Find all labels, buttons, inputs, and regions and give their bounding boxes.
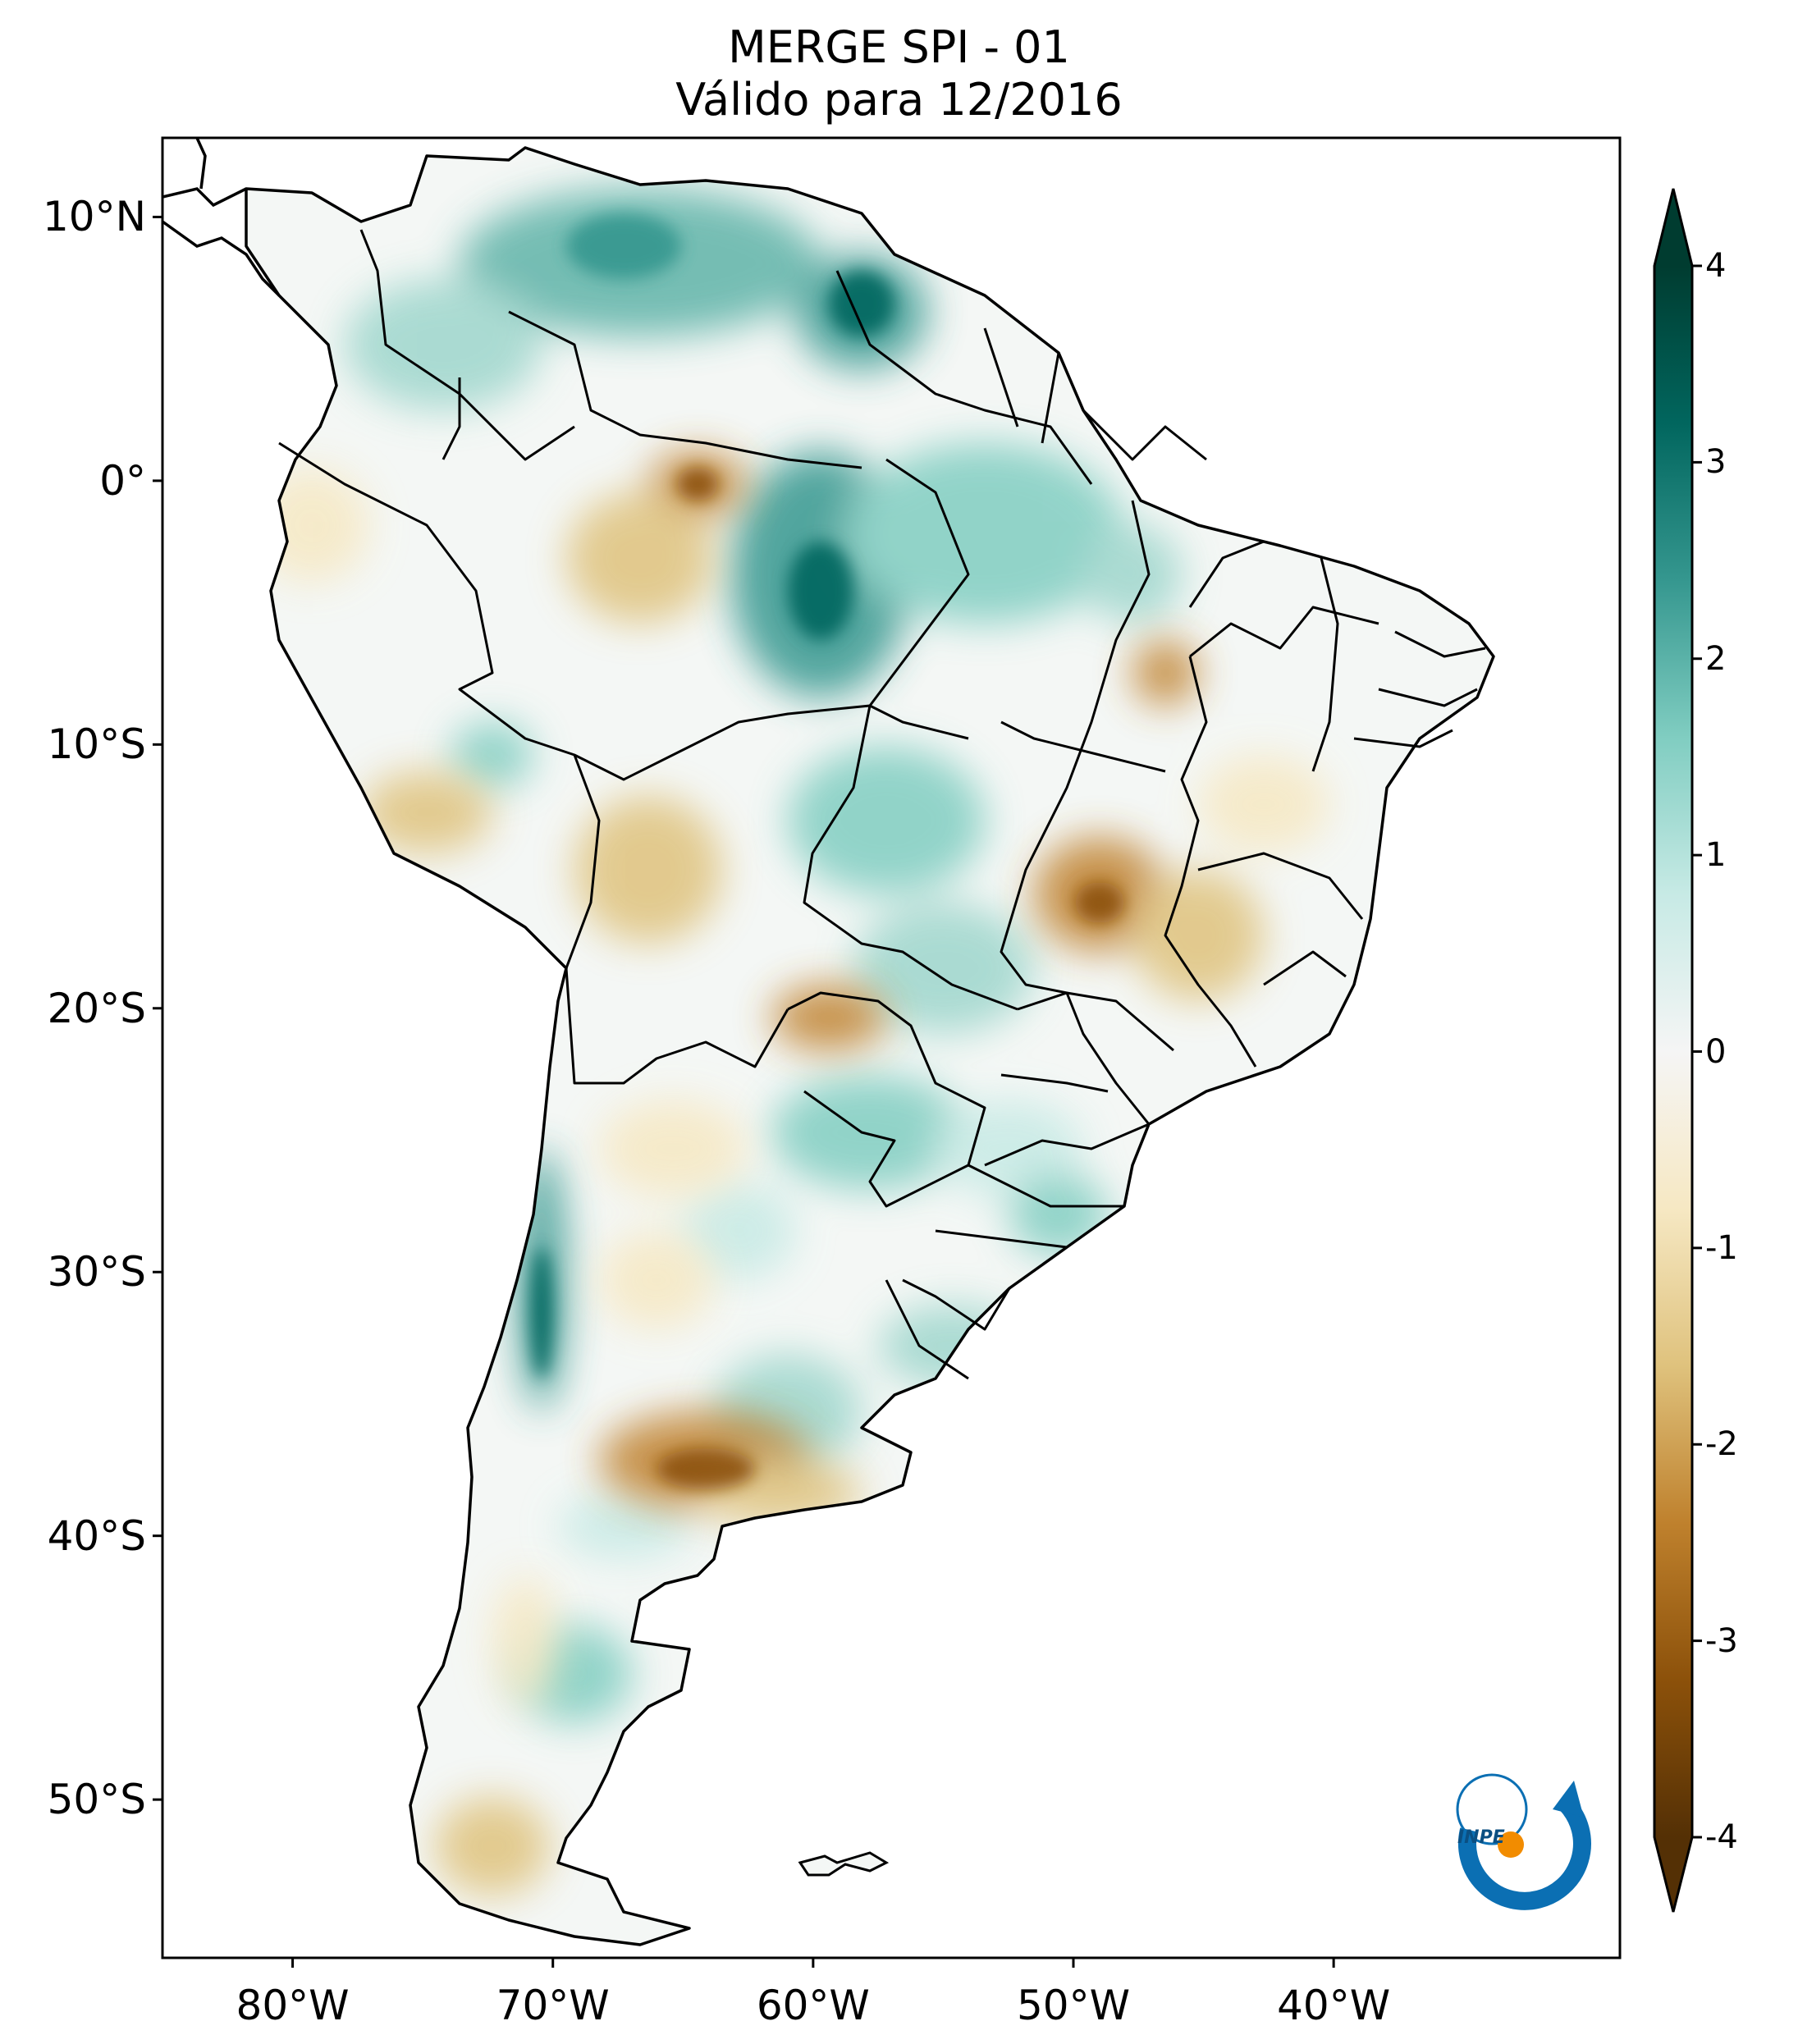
lat-tick-label: 10°S	[47, 720, 146, 769]
lat-tick-label: 0°	[99, 456, 146, 505]
colorbar-tick-label: 0	[1705, 1032, 1727, 1071]
lat-tick-marks	[153, 215, 162, 1801]
coastline	[245, 146, 1495, 1946]
lon-tick-label: 40°W	[1277, 1982, 1391, 2029]
colorbar-tick-label: -2	[1705, 1425, 1738, 1464]
inpe-logo: INPE	[1456, 1773, 1591, 1910]
map-data-layer	[162, 138, 1495, 1946]
lon-tick-label: 80°W	[236, 1982, 350, 2029]
colorbar	[1653, 188, 1702, 1913]
land-area	[246, 148, 1494, 1945]
colorbar-tick-label: 2	[1705, 639, 1727, 678]
lat-tick-label: 50°S	[47, 1776, 146, 1824]
colorbar-tick-label: -3	[1705, 1621, 1738, 1660]
lon-tick-label: 70°W	[496, 1982, 610, 2029]
colorbar-tick-marks	[1692, 264, 1702, 1839]
colorbar-tick-label: 3	[1705, 443, 1727, 482]
map-title-line1: MERGE SPI - 01	[728, 21, 1070, 73]
lat-tick-label: 10°N	[42, 193, 146, 241]
lat-tick-label: 40°S	[47, 1511, 146, 1560]
inpe-logo-text: INPE	[1457, 1827, 1505, 1848]
lat-tick-label: 30°S	[47, 1248, 146, 1296]
lon-tick-label: 60°W	[756, 1982, 870, 2029]
lon-tick-marks	[291, 1958, 1335, 1968]
colorbar-tick-label: -1	[1705, 1228, 1738, 1267]
falkland-islands	[798, 1851, 890, 1877]
inpe-logo-sun	[1498, 1831, 1524, 1858]
colorbar-scale	[1654, 266, 1692, 1837]
inpe-logo-arrow	[1553, 1781, 1584, 1818]
political-borders	[278, 229, 1486, 1380]
inpe-logo-orbit	[1456, 1773, 1528, 1845]
lat-tick-label: 20°S	[47, 984, 146, 1032]
central-america-coast	[162, 138, 281, 297]
colorbar-extend-bottom	[1654, 1837, 1692, 1912]
map-frame	[161, 136, 1622, 1959]
colorbar-tick-label: -4	[1705, 1818, 1738, 1856]
map-title-line2: Válido para 12/2016	[675, 74, 1123, 126]
inpe-logo-arc	[1458, 1799, 1591, 1910]
colorbar-tick-label: 1	[1705, 836, 1727, 875]
spi-field	[254, 189, 1329, 1895]
colorbar-extend-top	[1654, 189, 1692, 266]
lon-tick-label: 50°W	[1016, 1982, 1131, 2029]
colorbar-tick-label: 4	[1705, 247, 1727, 285]
